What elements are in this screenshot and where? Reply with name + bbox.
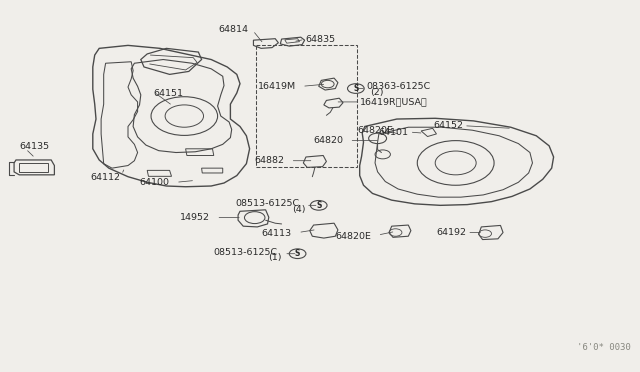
Text: S: S <box>295 249 300 258</box>
Text: 64151: 64151 <box>154 89 184 98</box>
Text: 08513-6125C: 08513-6125C <box>236 199 300 208</box>
Text: S: S <box>316 201 321 210</box>
Text: 16419M: 16419M <box>257 82 296 91</box>
Text: 64820: 64820 <box>313 136 343 145</box>
Text: 64814: 64814 <box>218 25 248 34</box>
Text: 08363-6125C: 08363-6125C <box>367 82 431 91</box>
Text: 64192: 64192 <box>436 228 467 237</box>
Text: 64100: 64100 <box>139 178 169 187</box>
Text: (1): (1) <box>268 253 282 262</box>
Text: 64113: 64113 <box>262 229 292 238</box>
Text: 64135: 64135 <box>19 142 49 151</box>
Text: 64101: 64101 <box>378 128 408 137</box>
Text: (4): (4) <box>292 205 306 214</box>
Text: 64835: 64835 <box>305 35 335 44</box>
Text: 64820E: 64820E <box>335 232 371 241</box>
Text: '6'0* 0030: '6'0* 0030 <box>577 343 630 352</box>
Text: 14952: 14952 <box>180 213 210 222</box>
Text: 64882: 64882 <box>254 156 284 165</box>
Text: 64820E: 64820E <box>357 126 393 135</box>
Text: 08513-6125C: 08513-6125C <box>214 248 278 257</box>
Text: 16419R〈USA〉: 16419R〈USA〉 <box>360 97 428 106</box>
Text: (2): (2) <box>370 88 383 97</box>
Text: 64112: 64112 <box>90 173 120 182</box>
Text: S: S <box>353 84 358 93</box>
Text: 64152: 64152 <box>433 121 463 130</box>
